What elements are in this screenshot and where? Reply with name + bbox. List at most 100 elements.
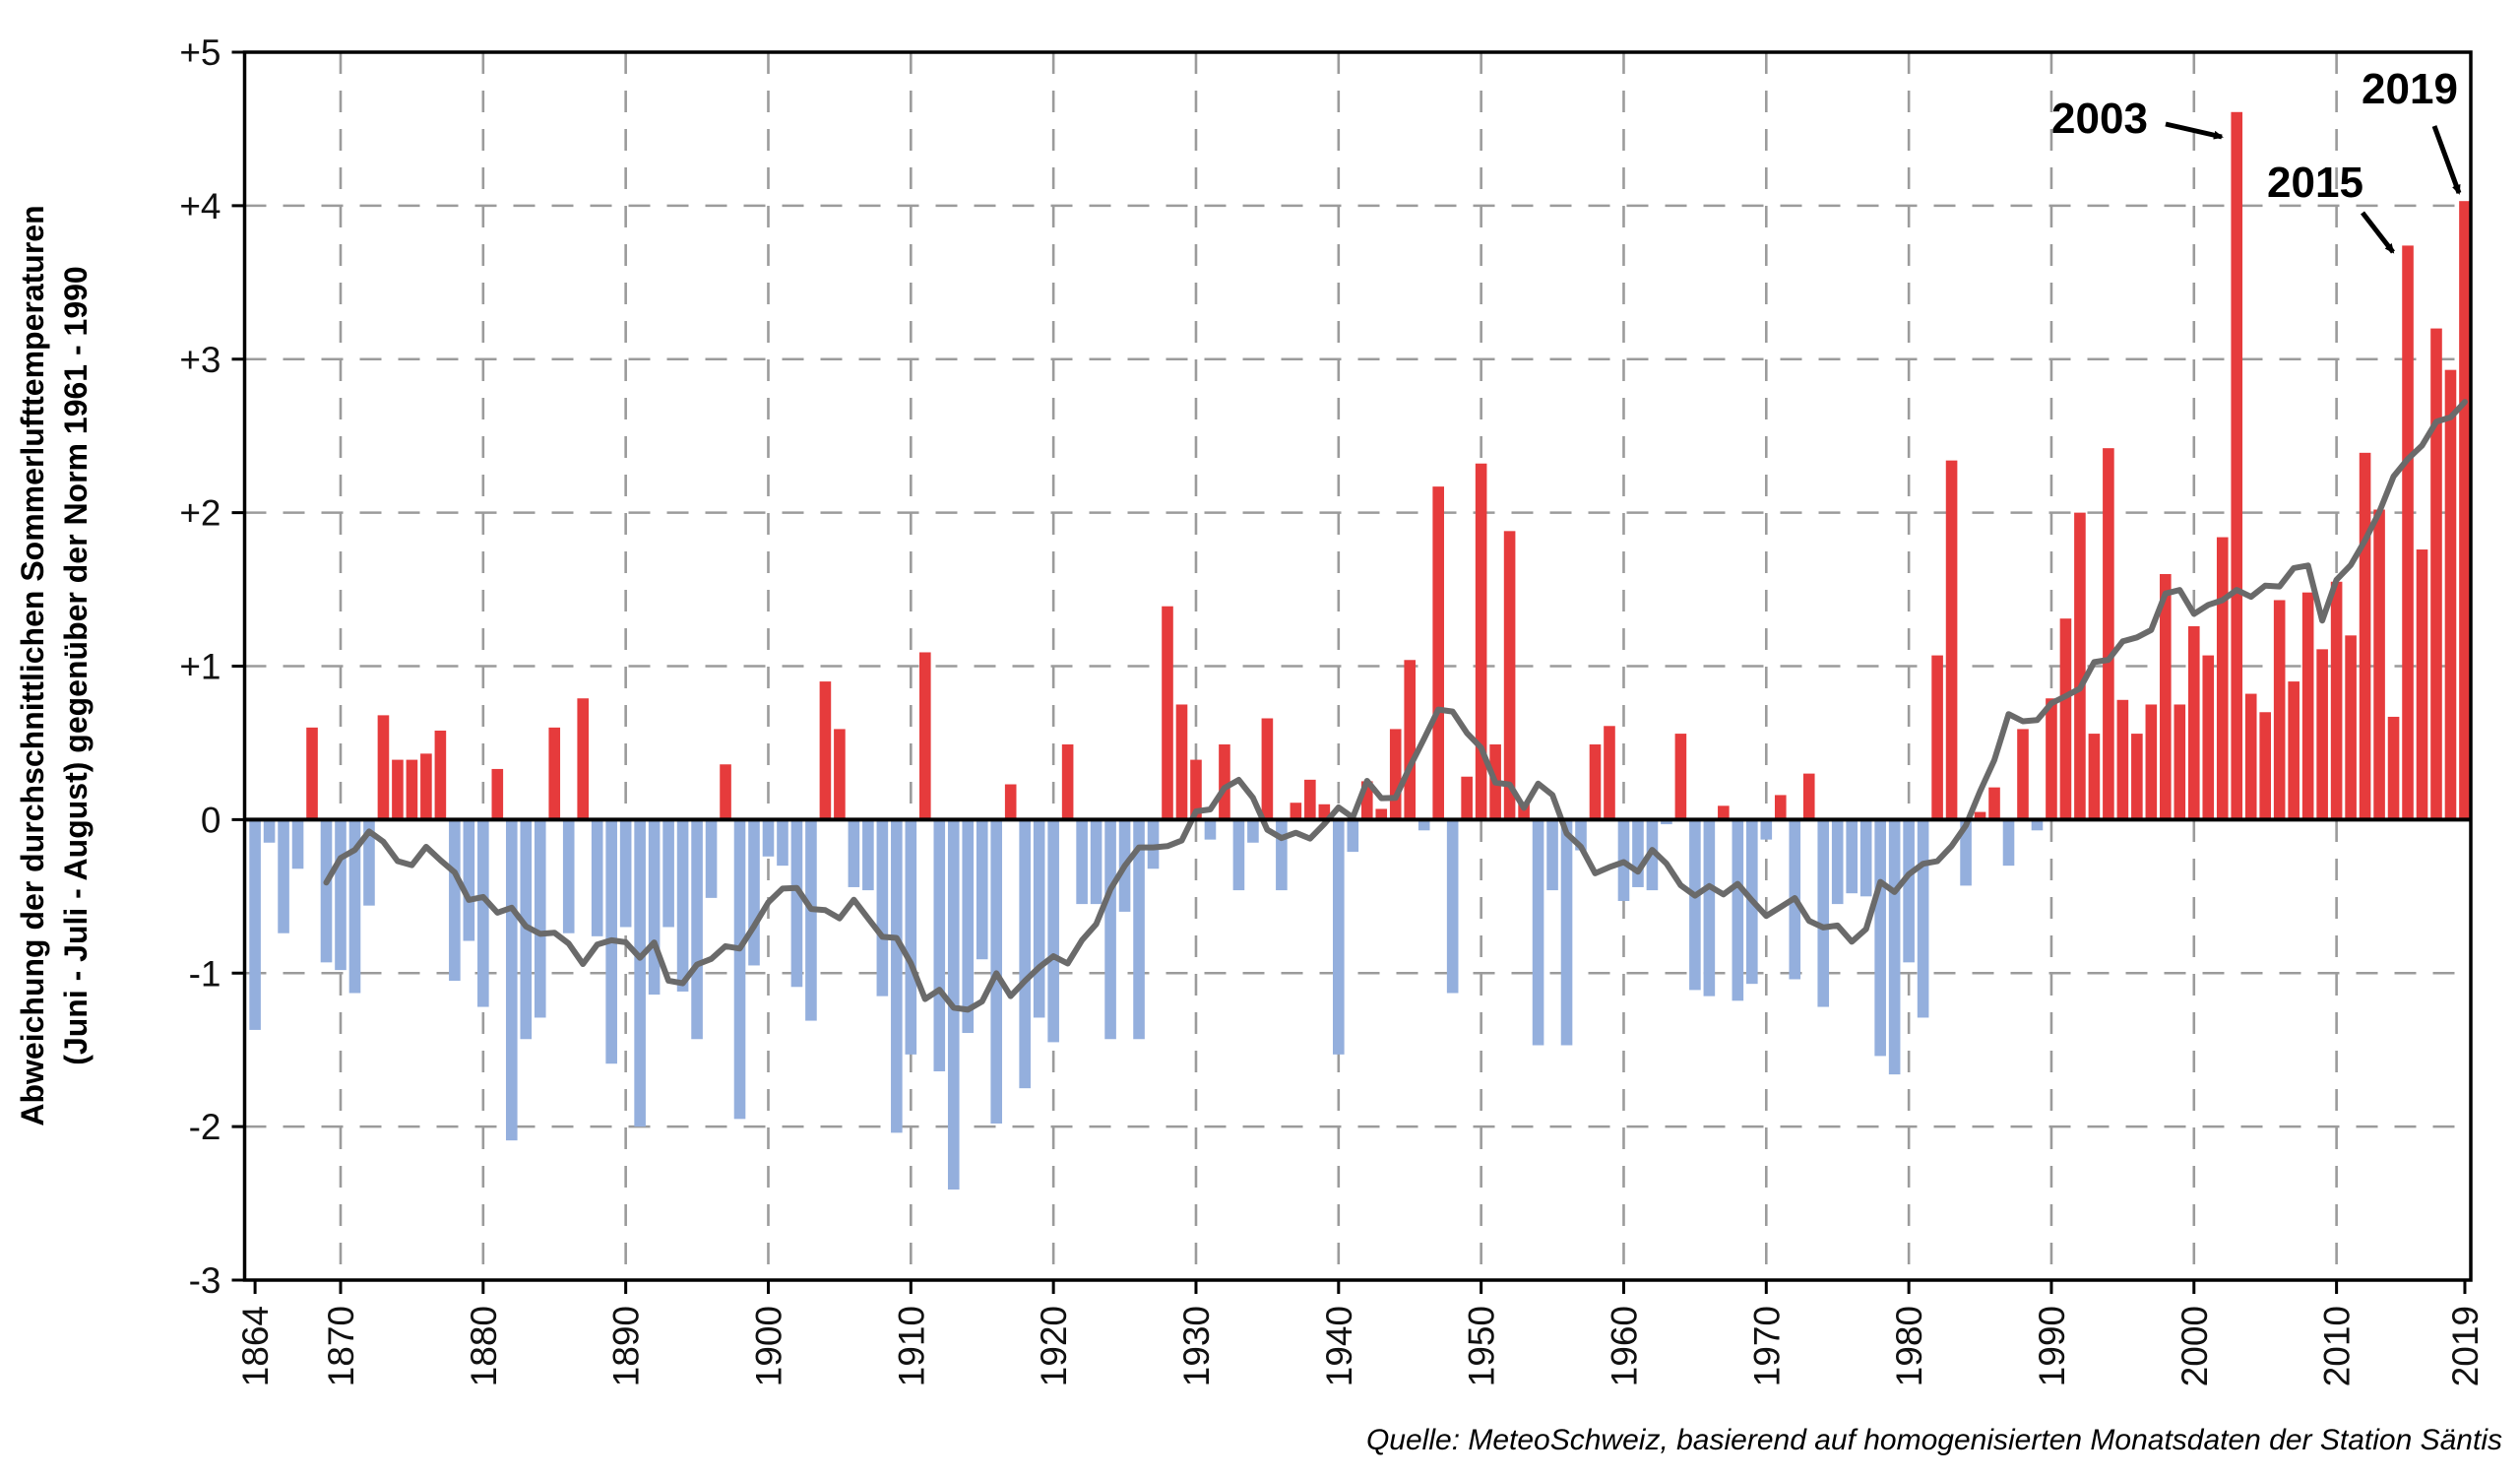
bar-1981 (1917, 819, 1929, 1018)
ytick-label--3: -3 (189, 1260, 221, 1301)
bar-1943 (1375, 808, 1388, 820)
axis-tick-labels: +5 +4 +3 +2 +1 0 -1 -2 -3 1864 1870 1880 1890 1900 191… (179, 32, 2486, 1386)
bar-1884 (534, 819, 546, 1018)
annotation-2019-label: 2019 (2362, 65, 2458, 113)
bar-1899 (748, 819, 760, 966)
bar-1896 (705, 819, 718, 898)
bar-1895 (691, 819, 703, 1040)
bar-1966 (1703, 819, 1716, 997)
bar-1935 (1261, 718, 1274, 820)
bar-1891 (634, 819, 646, 1127)
bar-1931 (1204, 819, 1217, 840)
bar-1954 (1532, 819, 1544, 1046)
xtick-label-2000: 2000 (2174, 1306, 2215, 1386)
bar-1897 (720, 764, 731, 820)
bar-1979 (1888, 819, 1901, 1075)
bar-1937 (1290, 803, 1302, 820)
bar-1926 (1133, 819, 1145, 1040)
bar-1902 (790, 819, 803, 988)
anomaly-bars (249, 111, 2471, 1190)
xtick-label-1890: 1890 (606, 1306, 647, 1386)
bar-1901 (777, 819, 788, 867)
bar-1872 (363, 819, 375, 906)
xtick-label-1880: 1880 (464, 1306, 504, 1386)
bar-2001 (2202, 655, 2215, 820)
bar-2019 (2459, 201, 2471, 820)
bar-1940 (1333, 819, 1345, 1055)
bar-2011 (2345, 635, 2357, 820)
bar-1950 (1475, 463, 1487, 820)
bar-1971 (1774, 795, 1787, 820)
bar-2018 (2444, 369, 2457, 820)
xtick-label-1980: 1980 (1889, 1306, 1929, 1386)
bar-2002 (2216, 537, 2229, 820)
bar-2012 (2359, 452, 2371, 820)
bar-1887 (577, 698, 590, 820)
bar-1886 (562, 819, 575, 933)
bar-1984 (1960, 819, 1972, 886)
bar-1989 (2031, 819, 2044, 831)
bar-1998 (2160, 573, 2172, 820)
bar-1923 (1090, 819, 1102, 905)
bar-1879 (463, 819, 475, 941)
bar-1987 (2002, 819, 2015, 867)
bar-2008 (2301, 592, 2314, 820)
bar-1988 (2017, 729, 2029, 820)
bar-1959 (1604, 726, 1615, 820)
bar-2015 (2402, 245, 2414, 820)
bar-1917 (1004, 784, 1017, 820)
ytick-label-+2: +2 (179, 493, 220, 534)
bar-2007 (2288, 681, 2300, 820)
bar-1997 (2145, 704, 2158, 820)
bar-2016 (2416, 549, 2428, 820)
bar-1911 (919, 652, 931, 820)
ytick-label--2: -2 (189, 1107, 221, 1147)
bar-1939 (1318, 804, 1331, 820)
bar-1906 (848, 819, 860, 887)
bar-1956 (1560, 819, 1573, 1046)
bar-1922 (1076, 819, 1088, 905)
y-axis-title-line1: Abweichung der durchschnittlichen Sommer… (15, 205, 50, 1125)
bar-1963 (1661, 819, 1672, 825)
bar-1930 (1190, 759, 1202, 820)
bar-1944 (1389, 729, 1402, 820)
ytick-label-+3: +3 (179, 340, 220, 380)
bar-2014 (2387, 716, 2400, 820)
bar-1955 (1546, 819, 1558, 891)
bar-1941 (1347, 819, 1359, 853)
bar-2017 (2430, 328, 2442, 820)
bar-1915 (976, 819, 988, 960)
gridlines (244, 52, 2471, 1280)
bar-1894 (676, 819, 689, 992)
bar-1964 (1674, 734, 1687, 820)
y-axis-title-line2: (Juni - Juli - August) gegenüber der Nor… (58, 266, 94, 1064)
ytick-label-+1: +1 (179, 647, 220, 687)
xtick-label-1940: 1940 (1319, 1306, 1359, 1386)
bar-1992 (2074, 512, 2086, 820)
bar-1929 (1175, 704, 1188, 820)
bar-1993 (2088, 734, 2101, 820)
bar-1912 (933, 819, 946, 1072)
annotation-2003-label: 2003 (2051, 95, 2148, 143)
bar-2013 (2373, 509, 2385, 820)
bar-1949 (1461, 776, 1473, 820)
bar-1920 (1047, 819, 1059, 1043)
bar-2006 (2273, 600, 2286, 820)
bar-1948 (1446, 819, 1459, 994)
bar-1934 (1247, 819, 1259, 843)
annotation-2015-label: 2015 (2267, 159, 2363, 207)
bar-1867 (291, 819, 304, 869)
bar-1880 (477, 819, 489, 1007)
bar-1994 (2103, 448, 2114, 820)
bar-1903 (805, 819, 817, 1021)
bar-1893 (662, 819, 674, 928)
bar-1892 (648, 819, 661, 996)
xtick-label-2019: 2019 (2445, 1306, 2486, 1386)
bar-1965 (1689, 819, 1701, 991)
bar-1967 (1718, 805, 1730, 820)
bar-1976 (1846, 819, 1858, 894)
xtick-label-1970: 1970 (1746, 1306, 1787, 1386)
xtick-label-1870: 1870 (321, 1306, 361, 1386)
xtick-label-1920: 1920 (1034, 1306, 1074, 1386)
